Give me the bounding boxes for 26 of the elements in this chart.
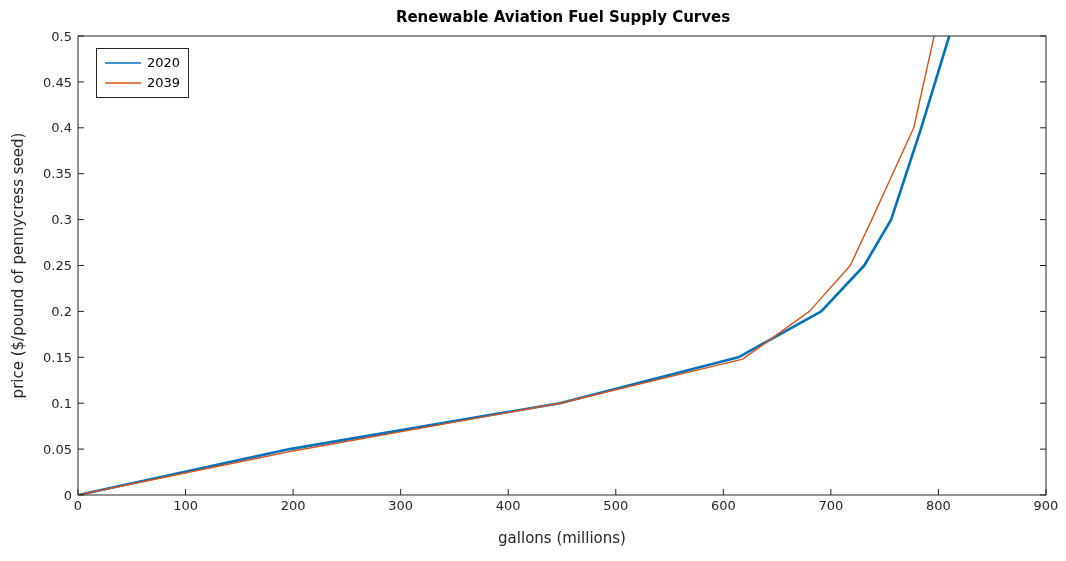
- y-tick-label: 0.3: [51, 212, 72, 228]
- x-tick-label: 800: [926, 498, 951, 514]
- y-tick-label: 0.05: [43, 441, 72, 457]
- y-tick-label: 0: [63, 487, 72, 503]
- x-tick-label: 0: [73, 498, 83, 514]
- x-tick-label: 600: [710, 498, 736, 514]
- y-tick-label: 0.1: [51, 395, 72, 411]
- y-tick-label: 0.5: [51, 28, 72, 44]
- legend-label: 2039: [147, 74, 181, 92]
- y-tick-label: 0.15: [43, 349, 72, 365]
- x-tick-label: 500: [603, 498, 629, 514]
- y-tick-label: 0.25: [43, 258, 72, 274]
- y-tick-label: 0.4: [51, 120, 72, 136]
- x-tick-label: 400: [495, 498, 521, 514]
- legend-label: 2020: [147, 54, 181, 72]
- y-axis-title: price ($/pound of pennycress seed): [9, 132, 28, 399]
- y-tick-label: 0.35: [43, 166, 72, 182]
- x-tick-label: 700: [818, 498, 844, 514]
- x-tick-label: 200: [280, 498, 306, 514]
- x-tick-label: 300: [388, 498, 414, 514]
- x-tick-label: 900: [1033, 498, 1059, 514]
- x-axis-title: gallons (millions): [498, 529, 626, 547]
- y-tick-label: 0.2: [51, 304, 72, 320]
- y-tick-label: 0.45: [43, 74, 72, 90]
- x-tick-label: 100: [173, 498, 198, 514]
- chart-title: Renewable Aviation Fuel Supply Curves: [394, 8, 732, 26]
